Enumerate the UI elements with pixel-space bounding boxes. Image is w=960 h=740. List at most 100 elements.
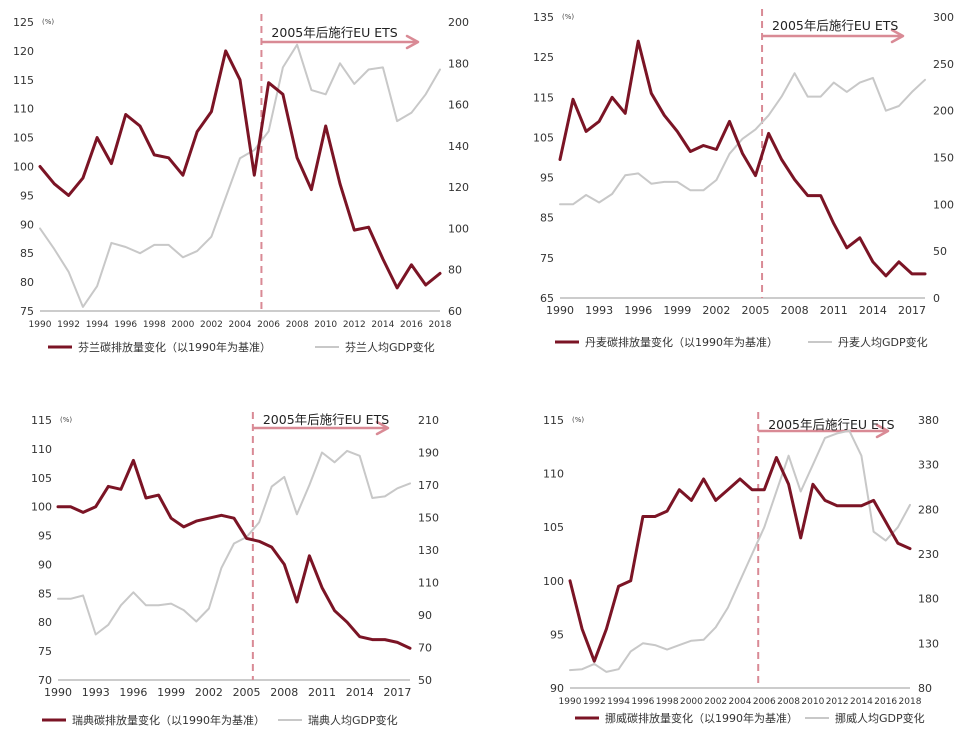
left-tick-label: 100 [13, 161, 34, 174]
x-tick-label: 1994 [86, 320, 109, 330]
x-tick-label: 1998 [656, 697, 679, 707]
chart-4: 90 95 100 105 110 115 80 130 180 230 280 330 380 (%) 1… [543, 412, 939, 725]
x-tick-label: 2005 [233, 686, 261, 699]
gdp-series-line [39, 43, 441, 308]
x-tick-label: 2011 [308, 686, 336, 699]
annotation-arrow-head [375, 420, 390, 436]
legend-label: 瑞典碳排放量变化（以1990年为基准） [72, 713, 265, 727]
x-tick-label: 2000 [171, 320, 194, 330]
x-tick-label: 2017 [898, 304, 926, 317]
left-tick-label: 110 [31, 443, 52, 456]
x-tick-label: 2016 [400, 320, 423, 330]
right-tick-label: 140 [448, 140, 469, 153]
x-tick-label: 1999 [663, 304, 691, 317]
x-tick-label: 2017 [383, 686, 411, 699]
right-tick-label: 70 [418, 642, 432, 655]
left-tick-label: 105 [31, 472, 52, 485]
right-tick-label: 60 [448, 305, 462, 318]
left-tick-label: 115 [13, 74, 34, 87]
left-tick-label: 85 [38, 587, 52, 600]
right-tick-label: 200 [448, 16, 469, 29]
left-tick-label: 90 [550, 682, 564, 695]
emissions-series-line [56, 458, 412, 650]
annotation-label: 2005年后施行EU ETS [271, 25, 397, 40]
left-tick-label: 110 [13, 103, 34, 116]
right-tick-label: 180 [918, 593, 939, 606]
right-tick-label: 250 [933, 58, 954, 71]
x-tick-label: 1996 [114, 320, 137, 330]
annotation-arrow-head [405, 34, 420, 50]
right-tick-label: 330 [918, 459, 939, 472]
right-tick-label: 150 [933, 152, 954, 165]
annotation-label: 2005年后施行EU ETS [772, 18, 898, 33]
left-tick-label: 125 [13, 16, 34, 29]
right-tick-label: 90 [418, 609, 432, 622]
right-tick-label: 280 [918, 503, 939, 516]
left-tick-label: 115 [31, 414, 52, 427]
right-tick-label: 230 [918, 548, 939, 561]
x-tick-label: 2016 [874, 697, 897, 707]
emissions-series-line [38, 49, 442, 290]
legend-label: 丹麦人均GDP变化 [838, 335, 928, 349]
x-tick-label: 2012 [343, 320, 366, 330]
x-tick-label: 1990 [44, 686, 72, 699]
annotation-label: 2005年后施行EU ETS [263, 412, 389, 427]
chart-3: 70 75 80 85 90 95 100 105 110 115 50 70 90 110 130 150 1… [31, 412, 439, 727]
left-tick-label: 95 [540, 172, 554, 185]
legend-label: 芬兰碳排放量变化（以1990年为基准） [78, 340, 271, 354]
x-tick-label: 1990 [559, 697, 582, 707]
right-tick-label: 180 [448, 57, 469, 70]
left-tick-label: 75 [20, 305, 34, 318]
right-tick-label: 160 [448, 99, 469, 112]
right-tick-label: 0 [933, 292, 940, 305]
x-tick-label: 1990 [29, 320, 52, 330]
x-tick-label: 2014 [850, 697, 873, 707]
legend-label: 丹麦碳排放量变化（以1990年为基准） [585, 335, 778, 349]
left-tick-label: 100 [543, 575, 564, 588]
right-tick-label: 190 [418, 447, 439, 460]
right-tick-label: 380 [918, 414, 939, 427]
x-tick-label: 2005 [742, 304, 770, 317]
right-tick-label: 300 [933, 11, 954, 24]
left-tick-label: 85 [20, 247, 34, 260]
right-tick-label: 130 [418, 544, 439, 557]
x-tick-label: 2002 [704, 697, 727, 707]
left-tick-label: 105 [533, 131, 554, 144]
right-tick-label: 200 [933, 105, 954, 118]
left-tick-label: 85 [540, 212, 554, 225]
legend-label: 挪威碳排放量变化（以1990年为基准） [605, 711, 798, 725]
left-tick-label: 135 [533, 11, 554, 24]
emissions-series-line [568, 456, 912, 663]
x-tick-label: 2014 [371, 320, 394, 330]
gdp-series-line [57, 449, 411, 636]
left-tick-label: 80 [38, 616, 52, 629]
annotation-label: 2005年后施行EU ETS [768, 417, 894, 432]
right-tick-label: 80 [448, 264, 462, 277]
left-tick-label: 75 [540, 252, 554, 265]
left-tick-label: 105 [13, 132, 34, 145]
x-tick-label: 1996 [631, 697, 654, 707]
left-tick-label: 115 [543, 414, 564, 427]
gdp-series-line [569, 429, 911, 673]
left-tick-label: 95 [38, 530, 52, 543]
x-tick-label: 2011 [820, 304, 848, 317]
x-tick-label: 1992 [583, 697, 606, 707]
chart-1: 75 80 85 90 95 100 105 110 115 120 125 60 80 100 120 14… [13, 14, 469, 354]
left-tick-label: 100 [31, 501, 52, 514]
unit-label: (%) [572, 416, 584, 424]
annotation-arrow-head [890, 28, 905, 44]
x-tick-label: 1992 [57, 320, 80, 330]
left-tick-label: 75 [38, 645, 52, 658]
unit-label: (%) [562, 13, 574, 21]
right-tick-label: 150 [418, 512, 439, 525]
right-tick-label: 170 [418, 479, 439, 492]
x-tick-label: 2018 [899, 697, 922, 707]
left-tick-label: 110 [543, 468, 564, 481]
right-tick-label: 130 [918, 637, 939, 650]
x-tick-label: 2004 [729, 697, 752, 707]
legend-label: 芬兰人均GDP变化 [345, 340, 435, 354]
left-tick-label: 120 [13, 45, 34, 58]
x-tick-label: 2008 [781, 304, 809, 317]
unit-label: (%) [42, 18, 54, 26]
